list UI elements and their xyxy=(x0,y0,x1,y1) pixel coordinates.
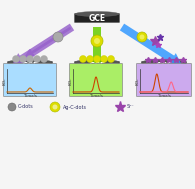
Circle shape xyxy=(50,102,60,112)
Text: GCE: GCE xyxy=(89,14,105,23)
Text: ECL: ECL xyxy=(69,77,73,85)
FancyArrow shape xyxy=(90,27,104,69)
Text: GCE: GCE xyxy=(155,62,173,71)
Text: ECL: ECL xyxy=(136,77,140,85)
Text: ECL: ECL xyxy=(3,77,7,85)
Circle shape xyxy=(12,56,20,63)
FancyBboxPatch shape xyxy=(69,64,122,97)
Circle shape xyxy=(8,103,16,111)
Text: Ag-C-dots: Ag-C-dots xyxy=(63,105,87,109)
Ellipse shape xyxy=(75,12,119,16)
Circle shape xyxy=(91,35,103,47)
Ellipse shape xyxy=(75,60,119,64)
Circle shape xyxy=(100,56,107,63)
FancyBboxPatch shape xyxy=(7,61,52,70)
Text: Time/s: Time/s xyxy=(90,94,102,98)
Circle shape xyxy=(27,56,34,63)
Text: C-dots: C-dots xyxy=(18,105,34,109)
Circle shape xyxy=(139,35,144,40)
Text: GCE: GCE xyxy=(21,62,39,71)
FancyBboxPatch shape xyxy=(136,64,191,97)
Text: Time/s: Time/s xyxy=(24,94,36,98)
Text: GCE: GCE xyxy=(89,62,105,71)
Circle shape xyxy=(20,56,27,63)
Circle shape xyxy=(53,32,63,42)
FancyBboxPatch shape xyxy=(74,61,120,70)
Text: S²⁻: S²⁻ xyxy=(127,105,135,109)
Ellipse shape xyxy=(8,60,52,64)
Circle shape xyxy=(137,32,147,42)
FancyBboxPatch shape xyxy=(4,64,57,97)
Circle shape xyxy=(93,56,100,63)
Circle shape xyxy=(52,105,58,109)
Circle shape xyxy=(87,56,93,63)
FancyArrow shape xyxy=(120,24,182,65)
Circle shape xyxy=(94,38,100,44)
FancyArrow shape xyxy=(12,24,74,65)
Ellipse shape xyxy=(142,60,186,64)
Circle shape xyxy=(41,56,48,63)
Text: Time/s: Time/s xyxy=(158,94,170,98)
Circle shape xyxy=(34,56,41,63)
FancyBboxPatch shape xyxy=(142,61,186,70)
Circle shape xyxy=(107,56,114,63)
FancyBboxPatch shape xyxy=(74,13,120,22)
Circle shape xyxy=(80,56,87,63)
